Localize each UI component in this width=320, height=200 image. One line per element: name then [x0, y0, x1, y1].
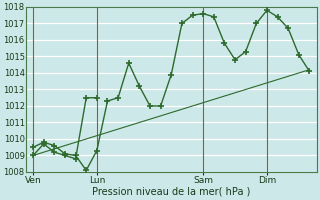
- X-axis label: Pression niveau de la mer( hPa ): Pression niveau de la mer( hPa ): [92, 187, 251, 197]
